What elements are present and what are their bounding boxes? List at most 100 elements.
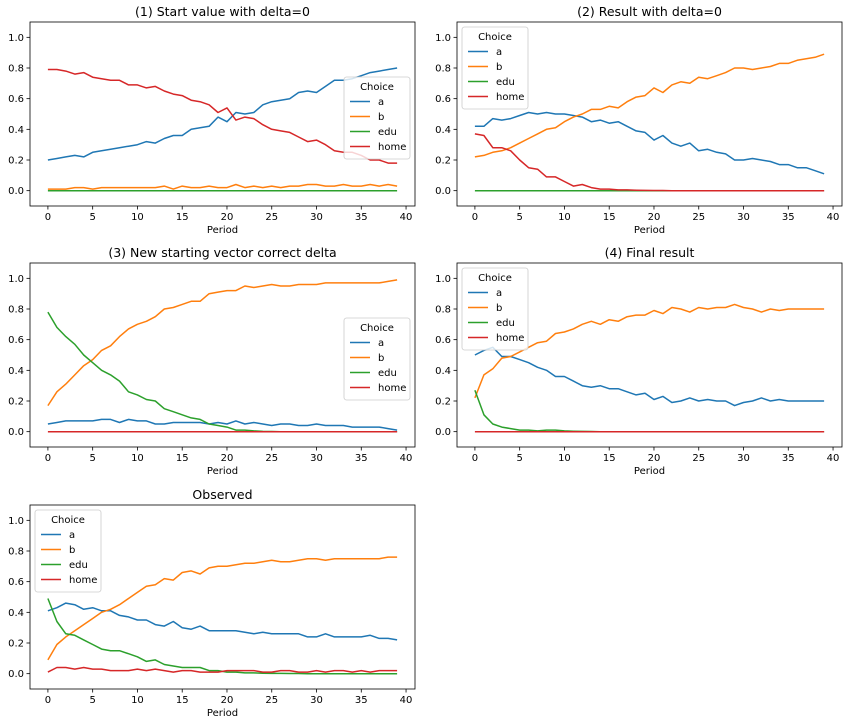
x-tick-label: 20	[221, 212, 234, 223]
legend-entry-b: b	[378, 353, 384, 364]
x-tick-label: 35	[782, 453, 795, 464]
y-tick-label: 0.0	[8, 186, 24, 197]
y-tick-label: 0.4	[8, 608, 24, 619]
legend-title: Choice	[51, 515, 85, 526]
y-tick-label: 1.0	[8, 33, 24, 44]
x-axis-label: Period	[207, 225, 238, 236]
y-tick-label: 1.0	[8, 516, 24, 527]
x-tick-label: 25	[265, 212, 278, 223]
x-tick-label: 0	[45, 695, 51, 706]
x-tick-label: 40	[400, 453, 413, 464]
y-tick-label: 1.0	[435, 274, 451, 285]
x-tick-label: 30	[310, 212, 323, 223]
x-tick-label: 15	[176, 695, 189, 706]
y-tick-label: 0.0	[435, 186, 451, 197]
x-tick-label: 20	[221, 695, 234, 706]
y-tick-label: 0.4	[8, 125, 24, 136]
series-line-home	[47, 666, 398, 673]
series-line-a	[47, 418, 398, 431]
y-tick-label: 0.6	[8, 577, 24, 588]
x-tick-label: 5	[516, 453, 522, 464]
y-tick-label: 0.6	[435, 335, 451, 346]
series-line-b	[47, 556, 398, 661]
x-tick-label: 40	[400, 695, 413, 706]
x-tick-label: 15	[176, 212, 189, 223]
legend-box	[343, 76, 411, 160]
series-lines	[474, 53, 825, 192]
legend-entry-b: b	[496, 62, 502, 73]
x-tick-label: 35	[355, 695, 368, 706]
axes-frame	[29, 504, 416, 690]
y-tick-label: 0.0	[8, 669, 24, 680]
x-tick-label: 30	[310, 453, 323, 464]
y-tick-label: 1.0	[8, 274, 24, 285]
x-tick-label: 20	[221, 453, 234, 464]
chart-title: (1) Start value with delta=0	[135, 4, 310, 19]
y-tick-label: 0.2	[8, 639, 24, 650]
y-tick-label: 0.2	[8, 397, 24, 408]
y-tick-label: 0.4	[8, 366, 24, 377]
legend-entry-a: a	[378, 97, 384, 108]
x-tick-label: 15	[603, 453, 616, 464]
x-axis-label: Period	[634, 225, 665, 236]
y-tick-label: 0.4	[435, 125, 451, 136]
y-tick-label: 0.4	[435, 366, 451, 377]
x-tick-label: 10	[131, 212, 144, 223]
y-tick-label: 0.2	[435, 156, 451, 167]
legend: Choice ab edu home	[34, 509, 102, 593]
chart-title: (3) New starting vector correct delta	[108, 245, 336, 260]
legend-entry-a: a	[496, 288, 502, 299]
x-tick-label: 0	[472, 453, 478, 464]
legend-entry-edu: edu	[378, 368, 397, 379]
legend-entry-b: b	[378, 112, 384, 123]
chart-title: (4) Final result	[605, 245, 695, 260]
x-tick-label: 0	[45, 453, 51, 464]
legend-entry-edu: edu	[496, 318, 515, 329]
legend-title: Choice	[478, 32, 512, 43]
legend-entry-b: b	[69, 545, 75, 556]
series-lines	[47, 279, 398, 433]
legend-entry-home: home	[496, 333, 524, 344]
x-tick-label: 35	[355, 453, 368, 464]
series-line-a	[47, 602, 398, 641]
legend-entry-edu: edu	[496, 77, 515, 88]
subplot-observed: Observed 0 5 10 15 20 25 30 35 40 0.0 0.2 0.4 0.6 0.8 1…	[8, 487, 416, 719]
legend-entry-a: a	[69, 530, 75, 541]
subplot-4: (4) Final result 0 5 10 15 20 25 30 35 40 0.0 0.2 0.…	[435, 245, 843, 477]
legend-entry-home: home	[378, 142, 406, 153]
x-tick-label: 10	[558, 453, 571, 464]
x-tick-label: 5	[89, 212, 95, 223]
axes-frame	[456, 21, 843, 207]
legend: Choice ab edu home	[461, 26, 529, 110]
series-line-b	[474, 303, 825, 399]
series-line-b	[474, 53, 825, 158]
y-tick-label: 0.6	[8, 335, 24, 346]
legend: Choice ab edu home	[343, 76, 411, 160]
x-tick-label: 35	[355, 212, 368, 223]
y-tick-label: 0.8	[8, 547, 24, 558]
x-tick-label: 30	[737, 212, 750, 223]
x-tick-label: 5	[89, 695, 95, 706]
legend-entry-home: home	[378, 383, 406, 394]
series-lines	[47, 67, 398, 192]
x-tick-label: 20	[648, 212, 661, 223]
axes-frame	[29, 262, 416, 448]
x-tick-label: 35	[782, 212, 795, 223]
x-tick-label: 10	[558, 212, 571, 223]
series-line-b	[47, 279, 398, 407]
series-line-home	[474, 133, 825, 192]
legend-title: Choice	[478, 273, 512, 284]
x-tick-label: 5	[89, 453, 95, 464]
subplot-3: (3) New starting vector correct delta 0 5 1…	[8, 245, 416, 477]
x-tick-label: 15	[176, 453, 189, 464]
legend-box	[343, 317, 411, 401]
y-tick-label: 0.8	[8, 305, 24, 316]
chart-title: Observed	[192, 487, 252, 502]
x-tick-label: 25	[265, 453, 278, 464]
x-tick-label: 25	[692, 453, 705, 464]
series-lines	[474, 303, 825, 433]
y-tick-label: 0.2	[8, 156, 24, 167]
x-tick-label: 40	[827, 212, 840, 223]
subplot-1: (1) Start value with delta=0 0 5 10 15 20 25 30…	[8, 4, 416, 236]
